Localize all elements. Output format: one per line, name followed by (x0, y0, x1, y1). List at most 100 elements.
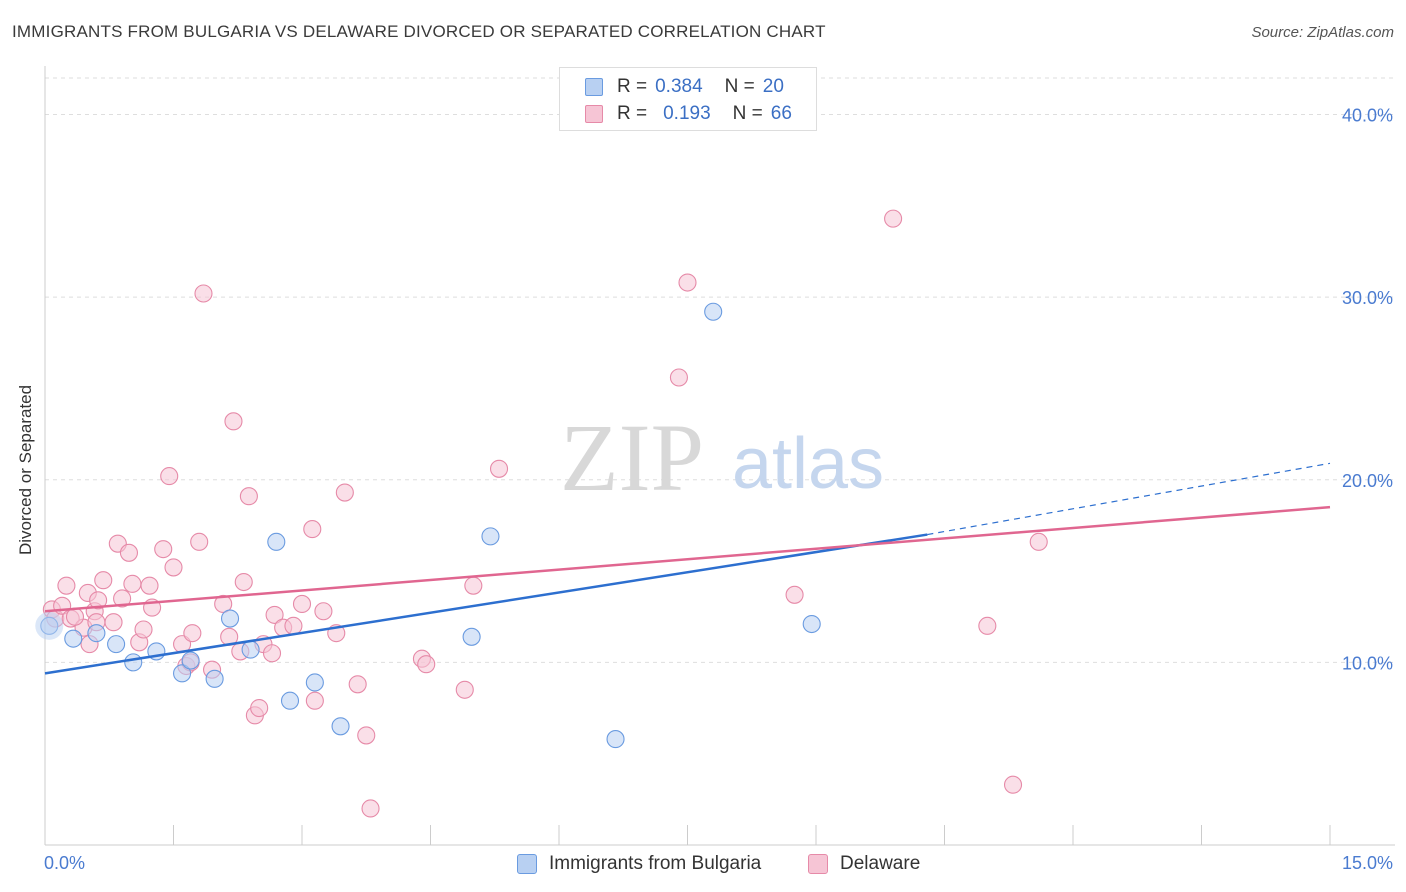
delaware-point (262, 644, 282, 663)
delaware-point (292, 594, 312, 613)
delaware-point (464, 576, 483, 595)
y-axis-label: Divorced or Separated (16, 384, 35, 555)
legend-swatch-bulgaria (517, 854, 537, 874)
delaware-point (89, 591, 108, 610)
delaware-point (94, 571, 113, 590)
delaware-point (250, 698, 269, 718)
delaware-point (357, 726, 376, 745)
delaware-trend-line (44, 505, 1331, 613)
bulgaria-point (331, 717, 350, 736)
delaware-point (417, 655, 436, 674)
legend-label-bulgaria: Immigrants from Bulgaria (549, 853, 762, 874)
delaware-point (669, 368, 688, 387)
legend-label-delaware: Delaware (840, 853, 921, 874)
stats-row-delaware: R = 0.193 N = 66 (585, 102, 792, 126)
bulgaria-point (241, 640, 260, 659)
delaware-point (234, 572, 253, 592)
delaware-point (154, 540, 173, 559)
bulgaria-point (606, 730, 625, 749)
bulgaria-point (305, 673, 324, 692)
n-value: 20 (762, 76, 784, 97)
delaware-point (239, 487, 258, 506)
y-tick-label: 40.0% (1342, 106, 1393, 126)
y-axis-label-wrap: Divorced or Separated (16, 285, 36, 555)
r-value: 0.193 (663, 103, 711, 124)
bulgaria-point (124, 653, 143, 672)
delaware-point (265, 605, 284, 624)
delaware-point (785, 585, 804, 604)
delaware-point (678, 273, 697, 292)
trend-lines (44, 462, 1331, 675)
bulgaria-point (205, 669, 224, 688)
watermark: ZIP atlas (560, 404, 884, 511)
x-tick-label: 15.0% (1342, 853, 1393, 873)
bulgaria-point (87, 624, 106, 643)
y-tick-label: 10.0% (1342, 653, 1393, 673)
delaware-point (194, 284, 213, 303)
delaware-point (214, 594, 233, 613)
legend-item-bulgaria[interactable]: Immigrants from Bulgaria (517, 852, 761, 876)
delaware-point (303, 520, 322, 539)
r-label: R = (617, 103, 648, 124)
delaware-point (57, 576, 76, 595)
legend-item-delaware[interactable]: Delaware (808, 852, 920, 876)
n-label: N = (724, 76, 755, 97)
y-tick-label: 20.0% (1342, 471, 1393, 491)
delaware-point (1003, 775, 1023, 794)
y-tick-label: 30.0% (1342, 288, 1393, 308)
delaware-point (1029, 532, 1048, 551)
legend-swatch-delaware (808, 854, 828, 874)
r-value: 0.384 (655, 76, 703, 97)
delaware-point (104, 613, 123, 632)
bulgaria-trend-line (44, 533, 928, 675)
delaware-swatch (585, 105, 603, 123)
delaware-point (884, 209, 903, 228)
bulgaria-swatch (585, 78, 603, 96)
bulgaria-point (107, 635, 126, 654)
delaware-point (123, 574, 142, 593)
delaware-point (284, 616, 303, 635)
delaware-point (361, 799, 380, 818)
source-label: Source: ZipAtlas.com (1251, 24, 1394, 41)
delaware-point (224, 412, 243, 431)
bulgaria-point (481, 527, 500, 546)
bulgaria-point-large (35, 611, 64, 640)
bulgaria-point (704, 302, 723, 321)
bulgaria-point (220, 609, 240, 628)
bulgaria-point (181, 651, 200, 670)
bulgaria-point (280, 691, 300, 710)
bulgaria-trend-extension (927, 462, 1331, 536)
watermark-atlas: atlas (732, 424, 884, 504)
delaware-point (489, 459, 509, 478)
delaware-point (140, 576, 159, 595)
stats-row-bulgaria: R = 0.384 N = 20 (585, 75, 784, 99)
delaware-point (335, 483, 354, 502)
stats-box: R = 0.384 N = 20 R = 0.193 N = 66 (559, 67, 817, 131)
delaware-point (160, 467, 179, 486)
watermark-zip: ZIP (560, 404, 704, 511)
delaware-point (455, 680, 474, 699)
delaware-point (190, 532, 209, 551)
bulgaria-point (173, 664, 192, 683)
bulgaria-point (462, 627, 481, 646)
delaware-point (65, 607, 85, 626)
r-label: R = (617, 76, 648, 97)
x-tick-label: 0.0% (44, 853, 85, 873)
delaware-point (183, 624, 202, 643)
delaware-point (113, 589, 132, 608)
delaware-point (348, 675, 367, 694)
delaware-point (119, 543, 139, 562)
delaware-point (978, 616, 997, 635)
delaware-point (134, 620, 153, 639)
bulgaria-point (64, 629, 83, 648)
n-value: 66 (770, 103, 792, 124)
bulgaria-point (267, 532, 286, 551)
delaware-point (314, 602, 333, 621)
n-label: N = (732, 103, 763, 124)
data-points (35, 209, 1048, 818)
axes (44, 66, 1395, 846)
chart-title: IMMIGRANTS FROM BULGARIA VS DELAWARE DIV… (12, 22, 826, 41)
tick-labels: 10.0% 20.0% 30.0% 40.0% 0.0% 15.0% (44, 106, 1393, 873)
bulgaria-point (802, 614, 821, 634)
